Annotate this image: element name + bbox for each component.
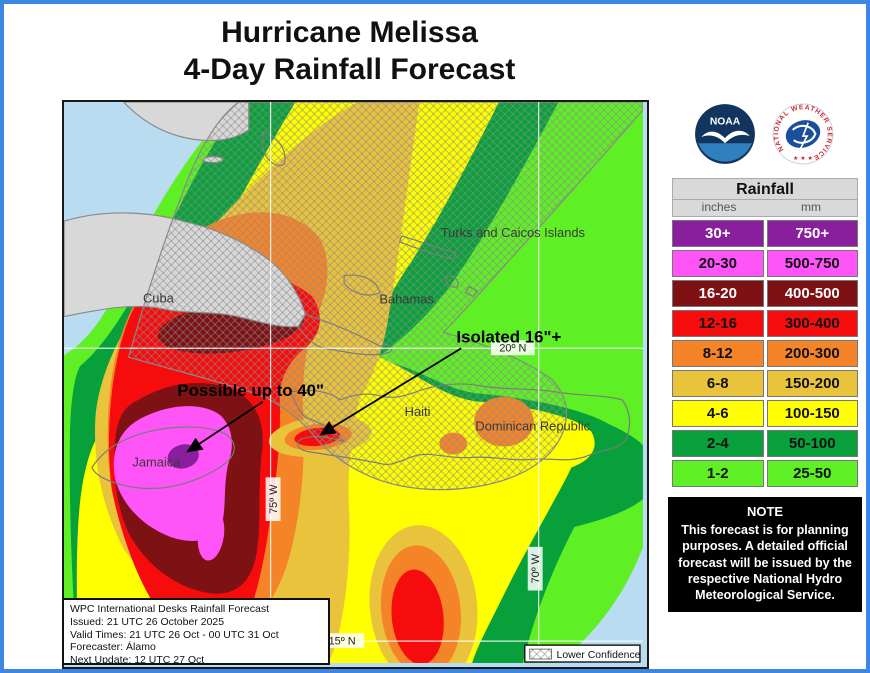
annotations: Possible up to 40" Isolated 16"+	[177, 327, 562, 453]
haiti-label: Haiti	[405, 404, 431, 419]
legend-row-12-16: 12-16 300-400	[672, 310, 858, 337]
nws-logo-icon: NATIONAL WEATHER SERVICE ★ ★ ★	[772, 103, 834, 165]
info-line-valid: Valid Times: 21 UTC 26 Oct - 00 UTC 31 O…	[70, 628, 279, 641]
confidence-legend-label: Lower Confidence	[557, 650, 641, 661]
lat-20n-label: 20º N	[491, 340, 535, 356]
legend-cell: 4-6	[672, 400, 764, 427]
legend-cell: 100-150	[766, 400, 858, 427]
graticule: 20º N 15º N 75º W 70º W	[64, 102, 643, 663]
note-box: NOTE This forecast is for planning purpo…	[668, 497, 862, 613]
legend-cell: 16-20	[672, 280, 764, 307]
legend-cell: 8-12	[672, 340, 764, 367]
legend-cell: 50-100	[766, 430, 858, 457]
svg-text:70º W: 70º W	[530, 553, 542, 583]
svg-text:20º N: 20º N	[499, 343, 526, 355]
lat-15n-label: 15º N	[320, 633, 364, 649]
legend-col-inches: inches	[701, 200, 737, 214]
hatch-swatch	[529, 648, 552, 660]
possible-40in-annotation: Possible up to 40"	[177, 381, 324, 400]
legend-row-30plus: 30+ 750+	[672, 220, 858, 247]
legend-row-4-6: 4-6 100-150	[672, 400, 858, 427]
noaa-logo-icon: NOAA	[695, 104, 755, 164]
dominican-republic-label: Dominican Republic	[475, 419, 590, 434]
legend-cell: 6-8	[672, 370, 764, 397]
lower-confidence-area	[127, 102, 643, 491]
lon-70w-label: 70º W	[527, 546, 543, 591]
title-line-2: 4-Day Rainfall Forecast	[183, 53, 516, 86]
lon-75w-label: 75º W	[265, 477, 281, 522]
legend-row-16-20: 16-20 400-500	[672, 280, 858, 307]
legend-row-6-8: 6-8 150-200	[672, 370, 858, 397]
place-labels: Cuba Jamaica Haiti Dominican Republic Ba…	[132, 225, 590, 469]
jamaica-label: Jamaica	[132, 454, 181, 469]
bahamas-label: Bahamas	[379, 292, 433, 307]
legend-cell: 750+	[766, 220, 858, 247]
legend-cell: 150-200	[766, 370, 858, 397]
note-body: This forecast is for planning purposes. …	[678, 523, 852, 602]
jamaica-coastline	[91, 426, 235, 490]
svg-text:15º N: 15º N	[329, 636, 356, 648]
legend-cell: 300-400	[766, 310, 858, 337]
cuba-label: Cuba	[143, 291, 175, 306]
isolated-16in-annotation: Isolated 16"+	[456, 327, 561, 346]
legend-cell: 200-300	[766, 340, 858, 367]
info-line-forecaster: Forecaster: Álamo	[70, 641, 156, 654]
info-line-product: WPC International Desks Rainfall Forecas…	[70, 603, 269, 615]
svg-text:NOAA: NOAA	[710, 117, 741, 128]
legend-cell: 25-50	[766, 460, 858, 487]
legend-title: Rainfall	[672, 178, 858, 200]
svg-text:★ ★ ★: ★ ★ ★	[793, 155, 813, 162]
rainfall-map: 20º N 15º N 75º W 70º W Cuba Jamaica	[62, 100, 649, 669]
legend-col-mm: mm	[801, 200, 821, 214]
issuance-info-box: WPC International Desks Rainfall Forecas…	[62, 598, 330, 667]
title-line-1: Hurricane Melissa	[221, 16, 478, 49]
svg-text:75º W: 75º W	[268, 484, 280, 514]
legend-cell: 12-16	[672, 310, 764, 337]
note-title: NOTE	[746, 504, 784, 519]
confidence-legend: Lower Confidence	[524, 644, 641, 663]
legend-cell: 30+	[672, 220, 764, 247]
right-panel: NOAA NATIONAL WEATHER SERVICE ★ ★ ★ Rain…	[668, 102, 862, 613]
legend-units-row: inches mm	[672, 200, 858, 217]
legend-cell: 400-500	[766, 280, 858, 307]
legend-cell: 1-2	[672, 460, 764, 487]
page-title: Hurricane Melissa 4-Day Rainfall Forecas…	[58, 14, 641, 88]
map-canvas: 20º N 15º N 75º W 70º W Cuba Jamaica	[64, 102, 643, 663]
legend-row-2-4: 2-4 50-100	[672, 430, 858, 457]
legend-cell: 20-30	[672, 250, 764, 277]
legend-cell: 2-4	[672, 430, 764, 457]
info-line-issued: Issued: 21 UTC 26 October 2025	[70, 615, 225, 628]
rainfall-legend: Rainfall inches mm 30+ 750+ 20-30 500-75…	[672, 178, 858, 487]
legend-row-20-30: 20-30 500-750	[672, 250, 858, 277]
turks-caicos-label: Turks and Caicos Islands	[441, 225, 585, 240]
legend-cell: 500-750	[766, 250, 858, 277]
agency-logos: NOAA NATIONAL WEATHER SERVICE ★ ★ ★	[668, 102, 860, 166]
info-line-next-update: Next Update: 12 UTC 27 Oct	[70, 654, 205, 667]
legend-row-8-12: 8-12 200-300	[672, 340, 858, 367]
legend-row-1-2: 1-2 25-50	[672, 460, 858, 487]
